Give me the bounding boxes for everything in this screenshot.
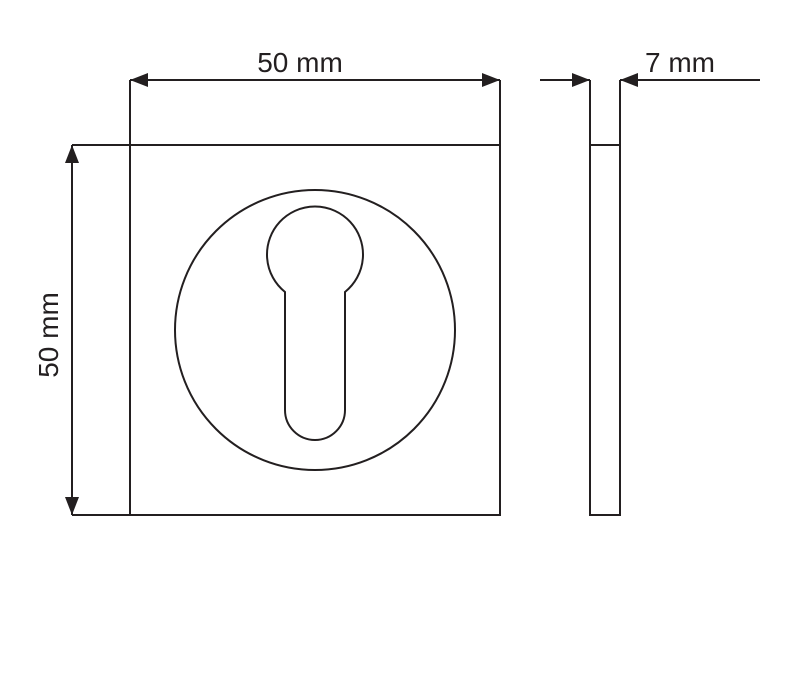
technical-drawing: 50 mm 7 mm 50 mm (0, 0, 800, 700)
side-view (590, 145, 620, 515)
dim-depth-label: 7 mm (645, 47, 715, 78)
keyhole-outline (267, 207, 363, 440)
dim-width-label: 50 mm (257, 47, 343, 78)
front-circle (175, 190, 455, 470)
side-profile (590, 145, 620, 515)
front-square (130, 145, 500, 515)
dim-height-label: 50 mm (33, 292, 64, 378)
front-view (130, 145, 500, 515)
